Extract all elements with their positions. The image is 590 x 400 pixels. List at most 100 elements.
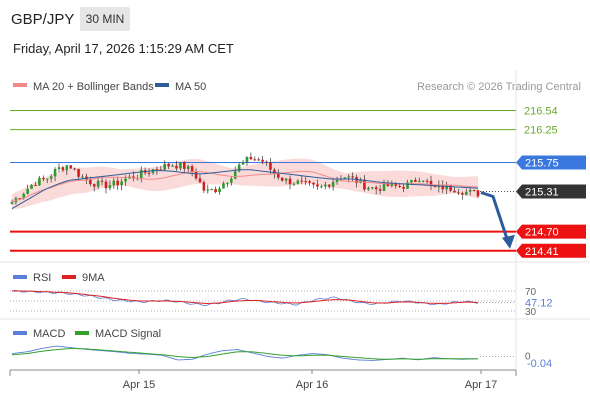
candle <box>402 183 405 193</box>
candle-body <box>53 168 57 177</box>
candle-body <box>45 178 49 180</box>
candle-body <box>155 169 159 171</box>
candle-body <box>73 168 76 170</box>
candle <box>363 175 366 192</box>
candle <box>461 191 464 200</box>
candle-body <box>316 184 319 187</box>
candle <box>38 175 41 186</box>
candle <box>163 160 167 171</box>
candle-body <box>229 178 233 183</box>
candle <box>245 156 249 166</box>
candle <box>222 181 225 189</box>
candle <box>241 160 245 165</box>
candle-body <box>175 165 178 169</box>
candle <box>378 184 382 195</box>
moving-average-layer <box>11 169 479 210</box>
candle-body <box>120 181 123 186</box>
time-tick-label: Apr 17 <box>465 379 497 391</box>
candle <box>179 162 182 171</box>
candle-body <box>96 180 100 187</box>
candle-body <box>261 159 264 162</box>
candle-body <box>206 189 210 191</box>
candle <box>449 184 452 193</box>
candle-body <box>139 170 143 179</box>
forecast-arrow-shaft <box>480 191 509 240</box>
level-label-support: 214.41 <box>525 246 559 258</box>
level-tag-support: 214.41 <box>516 243 586 258</box>
candle <box>108 180 112 191</box>
macd-layer: 0-0.04 <box>11 345 552 370</box>
candle-body <box>179 162 182 169</box>
candle <box>233 166 237 180</box>
candle-body <box>42 177 45 180</box>
candle-body <box>363 179 366 190</box>
level-tag-shape <box>516 243 586 258</box>
rsi-line <box>11 289 479 307</box>
candle <box>276 169 280 180</box>
candle <box>112 178 116 189</box>
candle-body <box>159 169 163 171</box>
candle <box>472 189 476 192</box>
candle <box>249 152 253 160</box>
rsi-ma-legend-label: 9MA <box>82 272 105 284</box>
candle <box>69 164 73 169</box>
timeframe-button[interactable]: 30 MIN <box>80 7 130 31</box>
candle <box>335 176 339 185</box>
candle-body <box>288 178 292 185</box>
candle <box>81 174 84 179</box>
candle <box>304 176 307 186</box>
candle <box>120 178 123 191</box>
candle <box>77 168 80 180</box>
candle-body <box>374 187 378 190</box>
candle <box>167 162 170 170</box>
candle <box>367 186 370 191</box>
candle <box>421 180 425 183</box>
candle-body <box>457 192 460 194</box>
candle <box>30 184 33 189</box>
candle <box>253 156 257 161</box>
candle <box>206 184 210 194</box>
candle-body <box>367 187 370 190</box>
candle-body <box>472 189 476 191</box>
levels-layer: 216.54 216.25 215.75 214.70 214.41 <box>10 106 586 258</box>
candle <box>382 179 386 192</box>
ma50-legend-label: MA 50 <box>175 81 206 93</box>
macd-line <box>11 345 479 361</box>
candle-body <box>116 180 120 186</box>
macd-signal-legend-label: MACD Signal <box>95 328 161 340</box>
rsi-ma-legend-swatch <box>62 275 76 279</box>
candle-body <box>398 185 401 187</box>
candle-body <box>276 173 280 178</box>
candle <box>308 179 311 186</box>
candle <box>417 177 421 183</box>
candle-body <box>468 189 472 192</box>
candle-body <box>429 180 433 186</box>
candle-body <box>22 193 26 199</box>
candle-body <box>257 159 261 161</box>
candle <box>186 164 190 173</box>
candle-body <box>265 161 268 163</box>
candle <box>92 183 96 192</box>
candle <box>147 168 151 177</box>
level-tag-shape <box>516 155 586 170</box>
candle-body <box>449 184 452 191</box>
ma20-legend-label: MA 20 + Bollinger Bands <box>33 81 154 93</box>
candle <box>288 175 292 190</box>
candle <box>316 179 319 190</box>
macd-legend-swatch <box>13 331 27 335</box>
candle-body <box>202 182 206 191</box>
ma20-legend-swatch <box>13 83 27 87</box>
candle <box>104 179 108 194</box>
candle-body <box>210 189 214 191</box>
candle <box>265 160 268 166</box>
candle <box>175 160 178 172</box>
level-label-pivot: 215.75 <box>525 158 559 170</box>
candle-body <box>108 185 112 189</box>
candle <box>96 177 100 190</box>
current-price-label: 215.31 <box>525 187 559 199</box>
candle-body <box>245 156 249 163</box>
candle-body <box>461 193 464 195</box>
candle-body <box>49 176 53 179</box>
candle-body <box>214 189 217 193</box>
candle <box>351 172 354 182</box>
